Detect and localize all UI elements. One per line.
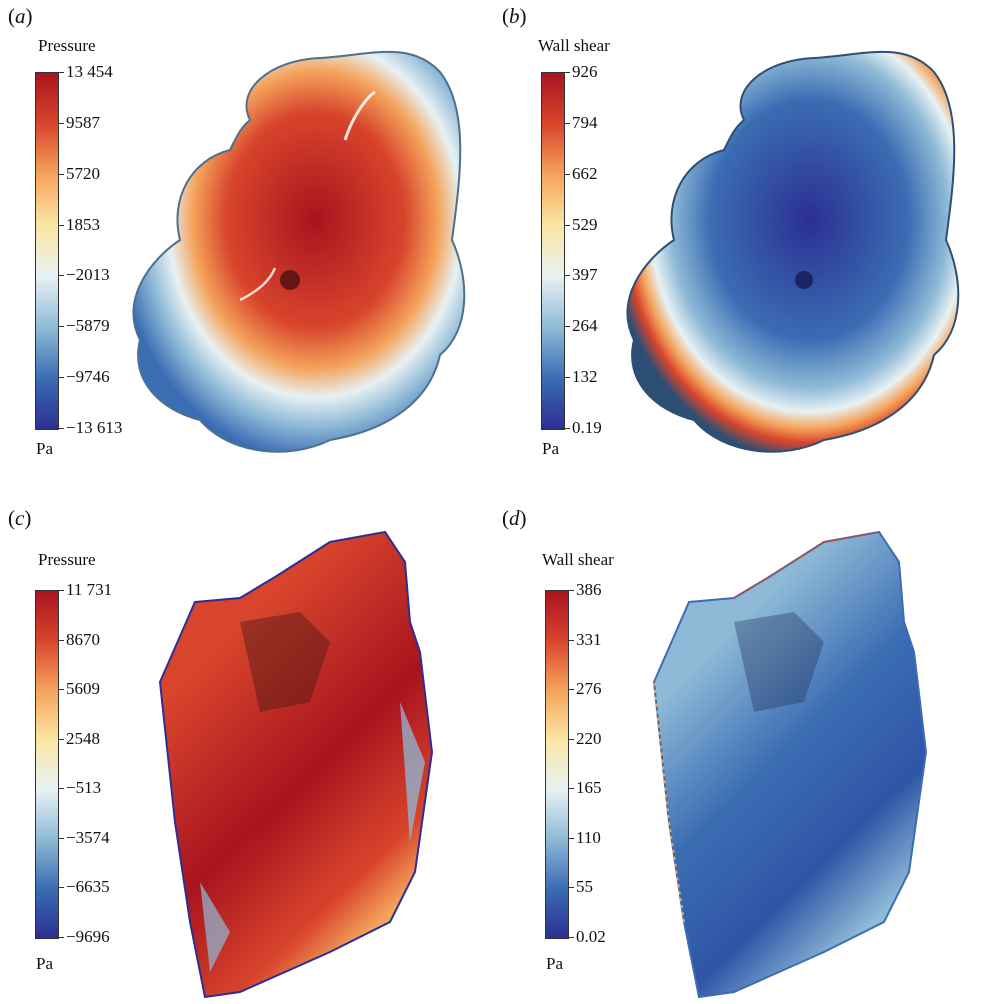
- colorbar-tick-label: −6635: [66, 877, 110, 897]
- colorbar-tick: [58, 326, 64, 328]
- colorbar-tick: [568, 788, 574, 790]
- colorbar-unit: Pa: [36, 954, 53, 973]
- colorbar-tick-label: 794: [572, 112, 598, 132]
- colorbar-tick-label: −9746: [66, 367, 110, 387]
- colorbar-tick: [564, 377, 570, 379]
- colorbar-tick: [564, 72, 570, 73]
- panel-label-b: (b): [502, 4, 527, 28]
- colorbar-title: Wall shear: [542, 550, 614, 569]
- colorbar-tick-label: 165: [576, 778, 602, 798]
- colorbar-tick: [58, 788, 64, 790]
- colorbar-tick: [568, 590, 574, 591]
- colorbar-tick-label: 1853: [66, 214, 100, 234]
- colorbar-title: Wall shear: [538, 36, 610, 55]
- colorbar-tick-label: −513: [66, 778, 102, 798]
- wall-shear-surface-smooth: [626, 50, 960, 453]
- colorbar-tick: [58, 428, 64, 429]
- colorbar-tick: [564, 173, 570, 175]
- colorbar-tick-label: 276: [576, 679, 602, 699]
- colorbar-tick-label: 5609: [66, 679, 100, 699]
- pressure-surface-smooth: [132, 50, 466, 453]
- colorbar-tick: [568, 738, 574, 740]
- colorbar-tick: [564, 428, 570, 429]
- panel-c: (c) Pressure Pa 11 731 8670 5609 2548 −513 −3…: [0, 502, 493, 1004]
- colorbar-tick: [564, 122, 570, 124]
- colorbar-tick-label: −3574: [66, 827, 110, 847]
- wall-shear-surface-coarse: [652, 530, 928, 999]
- colorbar-tick: [568, 887, 574, 889]
- colorbar-tick-label: 2548: [66, 728, 100, 748]
- colorbar-tick: [58, 590, 64, 591]
- colorbar-tick: [564, 275, 570, 277]
- panel-b: (b) Wall shear Pa 926 794 662 529 397 264 132 0…: [494, 0, 987, 502]
- colorbar: [35, 72, 59, 430]
- panel-d: (d) Wall shear Pa 386 331 276 220 165 110 55 0.…: [494, 502, 987, 1004]
- colorbar-tick-label: 386: [576, 580, 602, 599]
- colorbar-tick-label: 926: [572, 62, 598, 81]
- colorbar-tick: [568, 837, 574, 839]
- colorbar-unit: Pa: [542, 439, 559, 458]
- panel-label-c: (c): [8, 506, 32, 530]
- colorbar-tick-label: 110: [576, 827, 601, 847]
- colorbar-tick-label: 529: [572, 214, 598, 234]
- colorbar-tick: [564, 326, 570, 328]
- colorbar-unit: Pa: [36, 439, 53, 458]
- colorbar-unit: Pa: [546, 954, 563, 973]
- colorbar-tick-label: 132: [572, 367, 598, 387]
- colorbar-tick: [58, 689, 64, 691]
- colorbar-tick-label: 0.19: [572, 418, 602, 437]
- colorbar-tick-label: −5879: [66, 316, 110, 336]
- colorbar: [541, 72, 565, 430]
- colorbar-tick: [568, 937, 574, 938]
- colorbar-tick-label: 5720: [66, 163, 100, 183]
- colorbar: [545, 590, 569, 939]
- colorbar-tick: [564, 224, 570, 226]
- colorbar-tick-label: 55: [576, 877, 593, 897]
- colorbar-tick-label: 220: [576, 728, 602, 748]
- panel-label-a: (a): [8, 4, 33, 28]
- colorbar-tick-label: 13 454: [66, 62, 113, 81]
- colorbar-tick-label: 9587: [66, 112, 100, 132]
- colorbar-tick-label: −13 613: [66, 418, 123, 437]
- colorbar-tick-label: −9696: [66, 927, 110, 946]
- colorbar-tick: [58, 937, 64, 938]
- panel-label-d: (d): [502, 506, 527, 530]
- colorbar-tick: [58, 224, 64, 226]
- colorbar-tick-label: 8670: [66, 629, 100, 649]
- panel-a: (a) Pressure Pa 13 454 9587 5720 1853 −2013 −…: [0, 0, 493, 502]
- colorbar: [35, 590, 59, 939]
- colorbar-tick-label: 662: [572, 163, 598, 183]
- colorbar-tick: [58, 887, 64, 889]
- colorbar-tick: [568, 689, 574, 691]
- colorbar-tick-label: 11 731: [66, 580, 113, 599]
- colorbar-tick: [58, 173, 64, 175]
- colorbar-tick: [58, 738, 64, 740]
- colorbar-title: Pressure: [38, 36, 96, 55]
- colorbar-tick-label: 0.02: [576, 927, 606, 946]
- colorbar-tick-label: −2013: [66, 265, 110, 285]
- colorbar-tick: [58, 72, 64, 73]
- colorbar-tick-label: 331: [576, 629, 602, 649]
- colorbar-tick: [58, 275, 64, 277]
- colorbar-tick: [58, 377, 64, 379]
- colorbar-tick: [58, 639, 64, 641]
- colorbar-title: Pressure: [38, 550, 96, 569]
- colorbar-tick: [568, 639, 574, 641]
- pressure-surface-coarse: [158, 530, 434, 999]
- colorbar-tick-label: 264: [572, 316, 598, 336]
- colorbar-tick: [58, 837, 64, 839]
- colorbar-tick: [58, 122, 64, 124]
- colorbar-tick-label: 397: [572, 265, 598, 285]
